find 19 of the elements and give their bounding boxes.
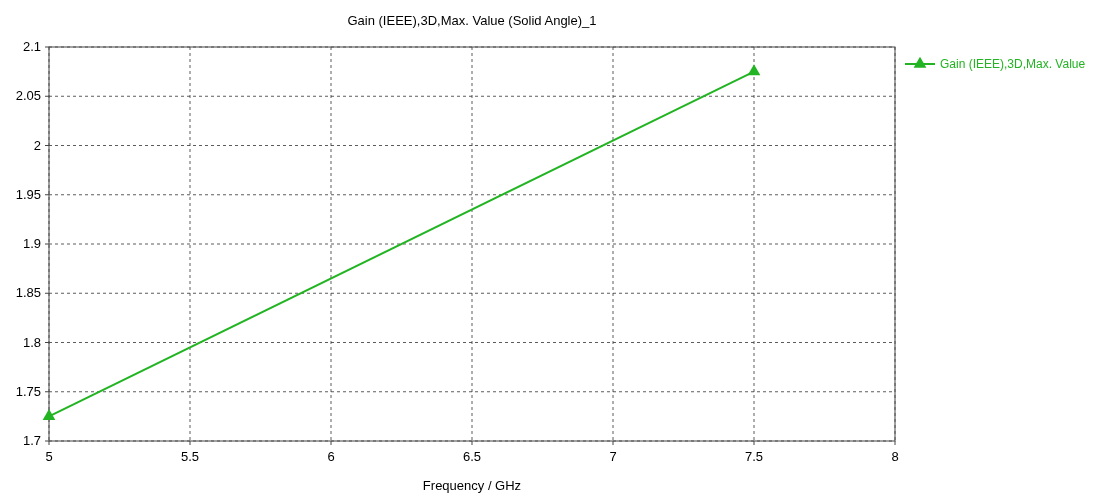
y-tick-label: 1.85: [15, 285, 41, 301]
x-tick-label: 6.5: [462, 449, 482, 464]
y-tick-label: 1.9: [22, 236, 41, 251]
x-tick-label: 5: [45, 449, 53, 464]
y-tick-label: 1.7: [22, 433, 41, 448]
x-tick-label: 7.5: [744, 449, 764, 464]
y-tick-label: 2.1: [22, 39, 41, 54]
x-tick-label: 5.5: [180, 449, 200, 464]
x-tick-label: 7: [609, 449, 617, 464]
y-tick-label: 1.8: [22, 334, 41, 350]
y-tick-label: 2: [33, 137, 41, 153]
x-tick-label: 8: [891, 449, 899, 464]
y-tick-label: 2.05: [15, 88, 41, 104]
x-axis-title: Frequency / GHz: [422, 478, 522, 493]
legend-label: Gain (IEEE),3D,Max. Value: [940, 57, 1086, 71]
x-tick-label: 6: [327, 449, 335, 464]
y-tick-label: 1.75: [15, 383, 41, 399]
chart-title: Gain (IEEE),3D,Max. Value (Solid Angle)_1: [347, 13, 597, 28]
y-tick-label: 1.95: [15, 186, 41, 202]
